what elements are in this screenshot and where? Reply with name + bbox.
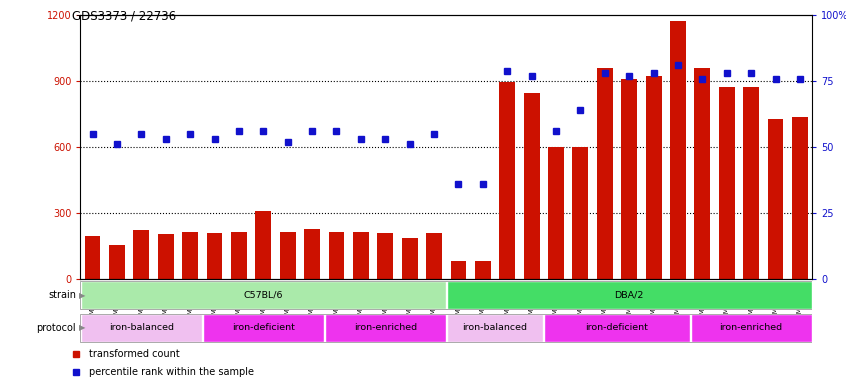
Text: ▶: ▶ [79,323,85,333]
Text: iron-deficient: iron-deficient [585,323,648,333]
Bar [792,118,808,279]
Bar [695,68,711,279]
Bar [426,233,442,279]
Bar [203,314,324,342]
Bar [499,82,515,279]
Bar [231,232,247,279]
Bar [255,211,272,279]
Bar [109,245,125,279]
Bar [719,87,734,279]
Bar [206,233,222,279]
Bar [744,87,759,279]
Bar [81,314,202,342]
Bar [305,229,320,279]
Text: ▶: ▶ [79,291,85,300]
Bar [81,281,446,310]
Bar [544,314,689,342]
Text: iron-balanced: iron-balanced [109,323,173,333]
Bar [85,236,101,279]
Bar [621,79,637,279]
Bar [690,314,811,342]
Bar [451,261,466,279]
Bar [597,68,613,279]
Text: protocol: protocol [36,323,76,333]
Bar [280,232,295,279]
Text: C57BL/6: C57BL/6 [244,291,283,300]
Bar [402,238,418,279]
Bar [353,232,369,279]
Text: iron-deficient: iron-deficient [232,323,294,333]
Bar [670,21,686,279]
Bar [328,232,344,279]
Bar [377,233,393,279]
Text: DBA/2: DBA/2 [614,291,644,300]
Bar [447,314,543,342]
Bar [447,281,811,310]
Text: GDS3373 / 22736: GDS3373 / 22736 [72,10,176,23]
Text: iron-balanced: iron-balanced [463,323,528,333]
Bar [548,147,564,279]
Bar [573,147,588,279]
Text: iron-enriched: iron-enriched [720,323,783,333]
Bar [134,230,149,279]
Text: percentile rank within the sample: percentile rank within the sample [89,366,254,377]
Text: strain: strain [48,290,76,300]
Text: iron-enriched: iron-enriched [354,323,417,333]
Bar [158,234,173,279]
Bar [325,314,446,342]
Text: transformed count: transformed count [89,349,179,359]
Bar [645,76,662,279]
Bar [182,232,198,279]
Bar [524,93,540,279]
Bar [767,119,783,279]
Bar [475,261,491,279]
